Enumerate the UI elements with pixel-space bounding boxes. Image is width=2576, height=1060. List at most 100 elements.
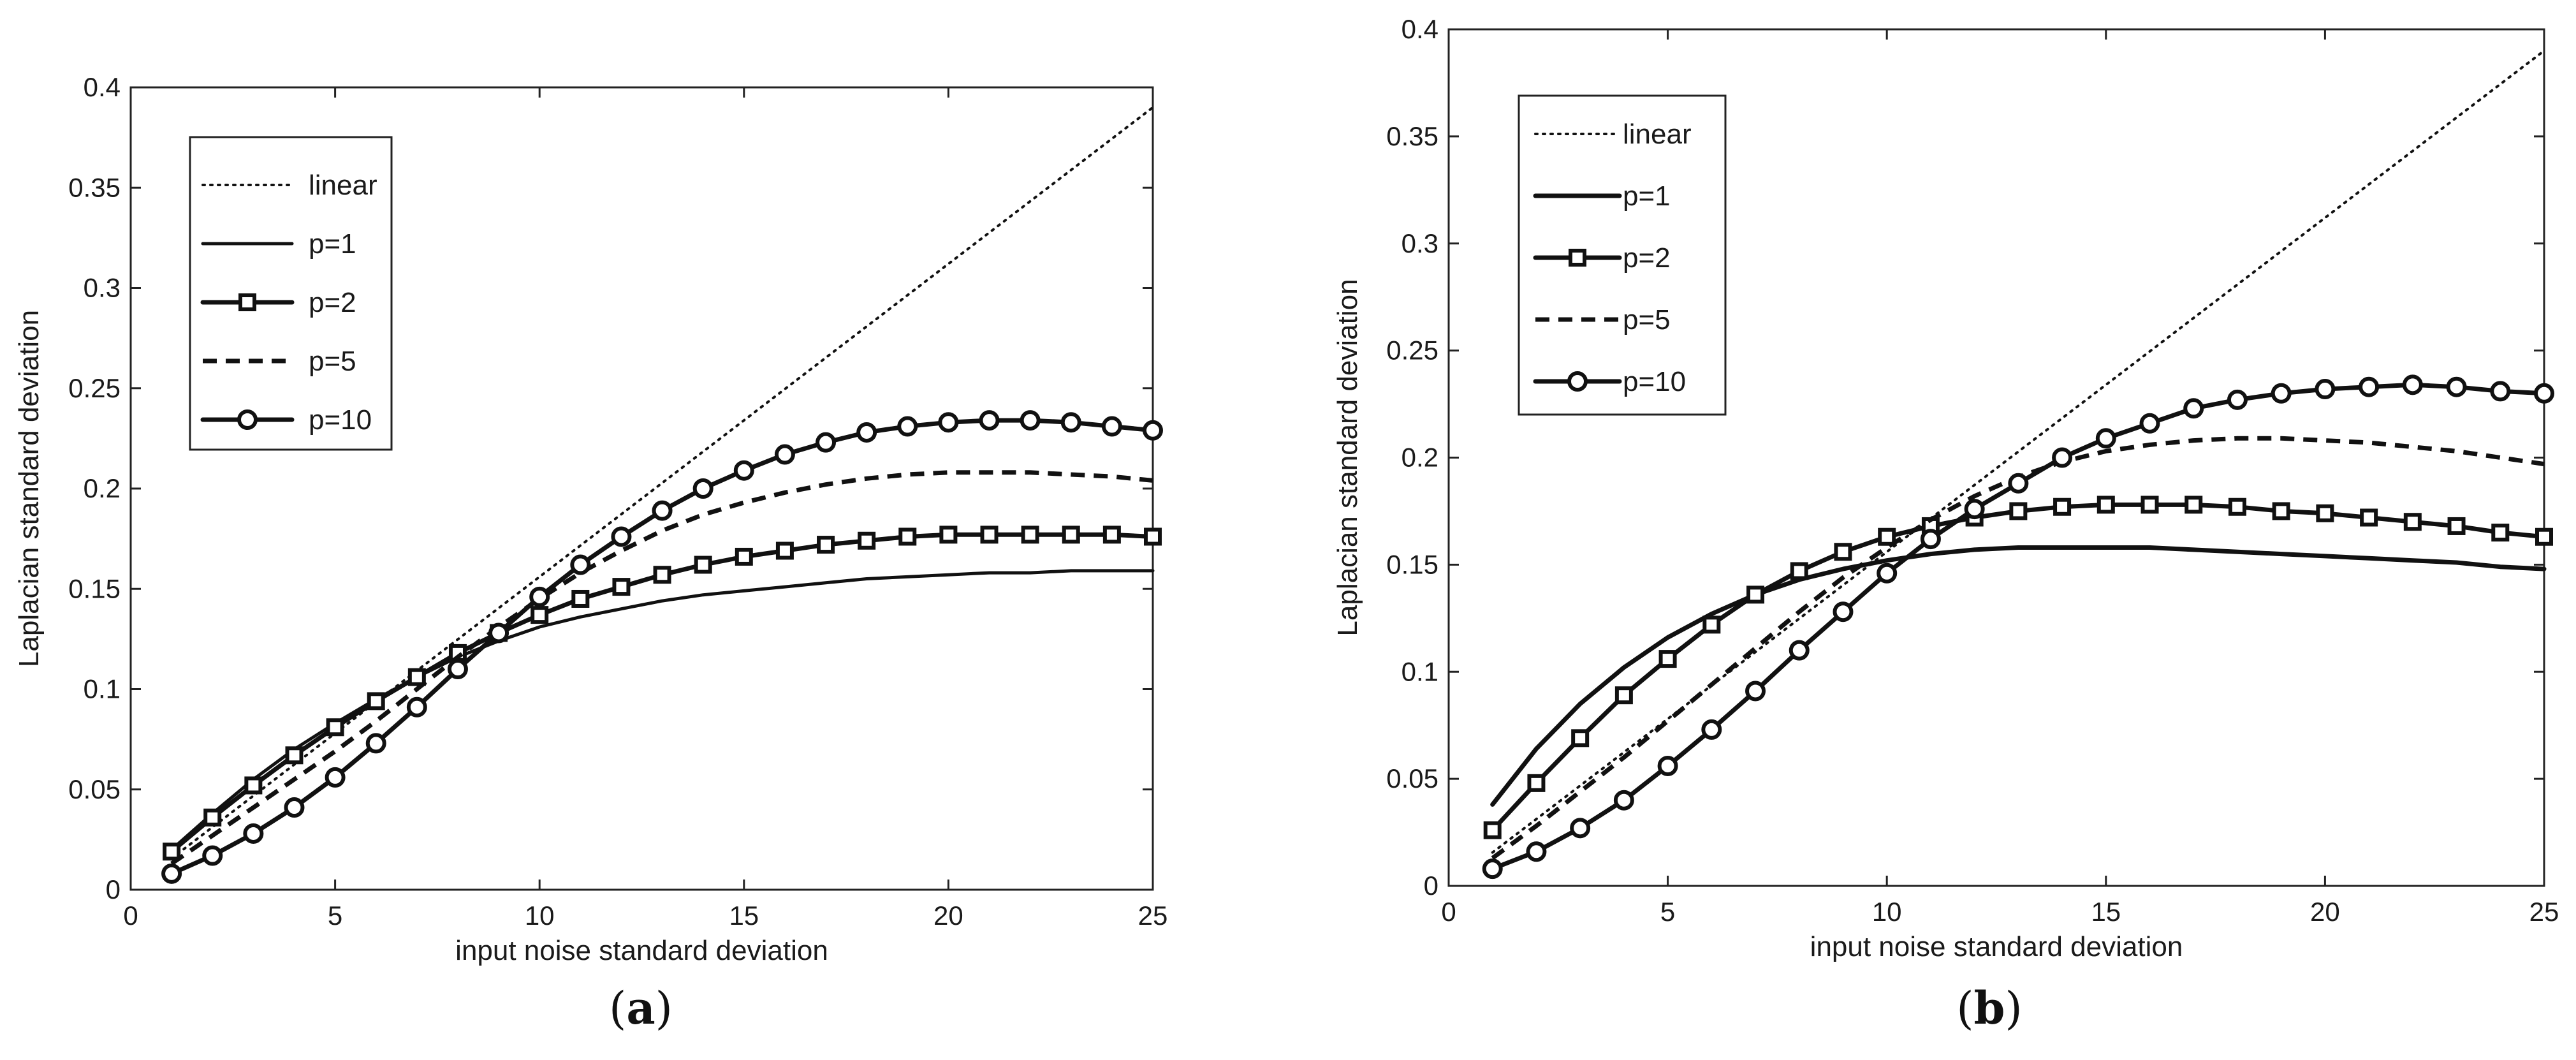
- data-point-circle: [1060, 412, 1081, 433]
- x-tick-label: 10: [1872, 897, 1902, 927]
- series-p-10: [1482, 374, 2554, 880]
- y-tick-label: 0.35: [1386, 121, 1438, 151]
- data-point-square: [2053, 497, 2072, 516]
- legend-label: p=1: [1623, 180, 1671, 212]
- x-tick-label: 20: [933, 901, 963, 931]
- data-point-circle: [447, 659, 468, 680]
- data-point-square: [1102, 526, 1121, 544]
- data-point-square: [1483, 821, 1502, 839]
- series-line: [1490, 545, 2547, 807]
- y-tick-label: 0.4: [1401, 14, 1438, 44]
- data-point-square: [1790, 562, 1808, 580]
- data-point-square: [571, 589, 590, 608]
- data-point-circle: [284, 797, 305, 818]
- data-point-square: [2184, 496, 2203, 514]
- data-point-circle: [2227, 389, 2248, 410]
- legend-label: linear: [1623, 119, 1692, 150]
- data-point-square: [244, 776, 263, 795]
- data-point-circle: [611, 526, 632, 547]
- data-point-circle: [2095, 428, 2116, 449]
- y-tick-label: 0.35: [68, 172, 121, 202]
- data-point-square: [1658, 650, 1677, 668]
- data-point-circle: [2139, 413, 2160, 434]
- data-point-square: [735, 547, 753, 566]
- data-point-square: [367, 692, 385, 710]
- x-tick-label: 0: [1441, 897, 1456, 927]
- y-tick-label: 0.3: [84, 273, 121, 303]
- series-line: [1491, 49, 2545, 854]
- data-point-circle: [2271, 383, 2292, 404]
- x-tick-label: 15: [2091, 897, 2121, 927]
- data-point-circle: [1789, 640, 1810, 661]
- series-p-10: [161, 410, 1163, 884]
- data-point-circle: [1613, 790, 1634, 811]
- data-point-square: [2228, 497, 2246, 516]
- data-point-square: [1878, 527, 1896, 546]
- data-point-square: [2360, 508, 2378, 527]
- data-point-square: [1571, 729, 1590, 747]
- data-point-square: [612, 578, 631, 596]
- y-tick-label: 0.1: [84, 674, 121, 704]
- series-p-2: [1483, 496, 2553, 839]
- data-point-circle: [365, 733, 386, 754]
- data-point-circle: [243, 823, 264, 844]
- data-point-circle: [774, 444, 795, 465]
- series-linear: [1491, 49, 2545, 854]
- data-point-square: [2447, 517, 2466, 535]
- x-tick-label: 15: [729, 901, 759, 931]
- y-tick-label: 0: [1424, 871, 1438, 901]
- data-point-square: [203, 808, 222, 827]
- data-point-circle: [2446, 376, 2467, 397]
- y-axis-label: Laplacian standard deviation: [13, 310, 45, 667]
- legend-label: p=10: [309, 404, 372, 436]
- y-tick-label: 0.3: [1401, 228, 1438, 258]
- data-point-circle: [652, 500, 673, 521]
- y-tick-label: 0.2: [1401, 443, 1438, 473]
- data-point-circle: [1745, 681, 1766, 702]
- data-point-circle: [2183, 398, 2204, 419]
- y-tick-label: 0.25: [68, 373, 121, 403]
- data-point-square: [653, 566, 671, 584]
- data-point-circle: [2008, 473, 2029, 494]
- data-point-circle: [733, 460, 754, 481]
- data-point-square: [694, 556, 712, 574]
- data-point-square: [939, 526, 958, 544]
- x-tick-label: 20: [2310, 897, 2340, 927]
- data-point-circle: [1657, 755, 1678, 776]
- legend-label: p=5: [309, 346, 356, 377]
- panel-label-open: (: [1956, 982, 1973, 1034]
- legend-label: p=10: [1623, 366, 1686, 397]
- data-point-circle: [979, 410, 1000, 431]
- legend-label: linear: [309, 170, 377, 201]
- chart-panel-b: 0 5 10 15 20 25 0 0.05 0.1 0.15 0.2 0.25 0.3 0.35 0.4 i…: [1332, 14, 2559, 1034]
- y-axis-label: Laplacian standard deviation: [1332, 279, 1363, 636]
- data-point-square: [1021, 526, 1039, 544]
- data-point-circle: [2315, 379, 2336, 400]
- y-tick-label: 0.2: [84, 473, 121, 503]
- series-line: [170, 470, 1153, 865]
- data-point-circle: [1020, 410, 1041, 431]
- data-point-circle: [897, 416, 918, 437]
- data-point-circle: [816, 432, 837, 453]
- panel-label-close: ): [655, 982, 673, 1034]
- data-point-square: [980, 526, 999, 544]
- data-point-square: [2491, 524, 2510, 542]
- x-tick-label: 5: [328, 901, 342, 931]
- legend-marker: [1567, 371, 1588, 392]
- data-point-square: [1062, 526, 1080, 544]
- legend-label: p=2: [1623, 242, 1671, 274]
- y-tick-label: 0.05: [68, 774, 121, 804]
- data-point-square: [326, 718, 344, 737]
- panel-label-letter: b: [1974, 982, 2005, 1034]
- x-axis-label: input noise standard deviation: [455, 935, 828, 966]
- legend-box: [1518, 94, 1727, 416]
- x-tick-label: 10: [525, 901, 555, 931]
- data-point-square: [2316, 504, 2334, 522]
- data-point-circle: [1920, 529, 1941, 550]
- y-tick-label: 0.1: [1401, 656, 1438, 686]
- data-point-circle: [1877, 563, 1898, 584]
- series-p-2: [163, 526, 1162, 861]
- y-tick-label: 0.15: [1386, 549, 1438, 579]
- data-point-circle: [161, 863, 182, 884]
